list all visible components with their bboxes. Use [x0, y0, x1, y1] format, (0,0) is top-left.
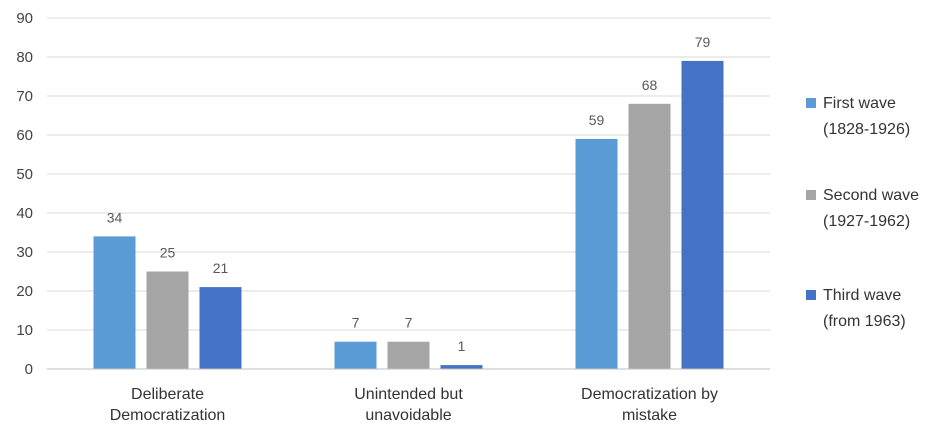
data-label: 7 — [405, 315, 413, 331]
x-tick-label: unavoidable — [365, 407, 451, 424]
data-labels: 34 25 21 7 7 1 59 68 79 — [107, 34, 711, 354]
data-label: 1 — [458, 338, 466, 354]
data-label: 68 — [642, 77, 658, 93]
bar — [146, 271, 189, 369]
bar — [440, 365, 483, 369]
x-tick-label: mistake — [622, 407, 677, 424]
data-label: 59 — [589, 112, 605, 128]
legend-label: (1927-1962) — [823, 213, 910, 230]
legend-label: (1828-1926) — [823, 121, 910, 138]
bar — [575, 138, 618, 369]
x-axis: Deliberate Democratization Unintended but u… — [47, 368, 770, 424]
data-label: 25 — [160, 245, 176, 261]
y-tick-label: 40 — [16, 205, 33, 222]
y-tick-label: 80 — [16, 49, 33, 66]
legend-swatch — [806, 98, 816, 108]
y-tick-label: 10 — [16, 322, 33, 339]
legend-swatch — [806, 190, 816, 200]
y-tick-label: 20 — [16, 283, 33, 300]
bar — [93, 236, 136, 369]
legend-swatch — [806, 290, 816, 300]
bar — [628, 103, 671, 370]
y-tick-label: 50 — [16, 166, 33, 183]
y-tick-label: 0 — [25, 361, 33, 378]
x-tick-label: Unintended but — [354, 386, 463, 403]
data-label: 21 — [213, 260, 229, 276]
legend-label: First wave — [823, 95, 896, 112]
y-tick-label: 30 — [16, 244, 33, 261]
bar — [681, 60, 724, 370]
data-label: 34 — [107, 209, 123, 225]
legend-label: Second wave — [823, 187, 919, 204]
legend: First wave (1828-1926) Second wave (1927-19… — [806, 95, 919, 330]
x-tick-label: Deliberate — [131, 386, 204, 403]
bars — [93, 60, 724, 370]
bar — [199, 287, 242, 369]
data-label: 7 — [352, 315, 360, 331]
y-tick-label: 60 — [16, 127, 33, 144]
legend-label: (from 1963) — [823, 313, 906, 330]
bar — [334, 341, 377, 369]
x-tick-label: Democratization by — [581, 386, 718, 403]
legend-label: Third wave — [823, 287, 901, 304]
y-axis: 0 10 20 30 40 50 60 70 80 90 — [16, 10, 33, 378]
x-tick-label: Democratization — [110, 407, 226, 424]
y-tick-label: 90 — [16, 10, 33, 27]
data-label: 79 — [695, 34, 711, 50]
y-tick-label: 70 — [16, 88, 33, 105]
bar — [387, 341, 430, 369]
